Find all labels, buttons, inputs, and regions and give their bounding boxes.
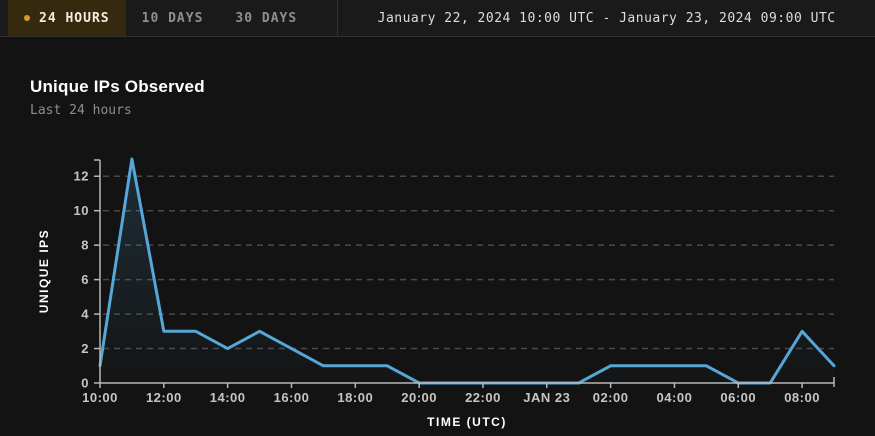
x-tick-label: 12:00 <box>146 390 182 405</box>
topbar-divider <box>337 0 339 36</box>
chart-subtitle: Last 24 hours <box>30 103 132 118</box>
x-tick-label: 10:00 <box>82 390 118 405</box>
x-axis-title: TIME (UTC) <box>427 415 507 429</box>
x-tick-label: 02:00 <box>593 390 629 405</box>
tab-24-hours[interactable]: 24 HOURS <box>8 0 126 36</box>
x-tick-label: 22:00 <box>465 390 501 405</box>
chart-title: Unique IPs Observed <box>30 77 205 96</box>
tab-10-days[interactable]: 10 DAYS <box>126 0 220 36</box>
tab-30-days-label: 30 DAYS <box>235 10 298 26</box>
x-tick-label: 14:00 <box>210 390 246 405</box>
tabs: 24 HOURS 10 DAYS 30 DAYS <box>0 0 313 36</box>
x-tick-label: 18:00 <box>337 390 373 405</box>
tab-10-days-label: 10 DAYS <box>141 10 204 26</box>
x-tick-label: 16:00 <box>274 390 310 405</box>
y-tick-label: 0 <box>81 376 89 391</box>
y-tick-label: 4 <box>81 307 89 322</box>
x-tick-label: 06:00 <box>720 390 756 405</box>
y-tick-label: 8 <box>81 238 89 253</box>
active-tab-dot-icon <box>24 15 30 21</box>
time-range-tab-bar: 24 HOURS 10 DAYS 30 DAYS January 22, 202… <box>0 0 875 37</box>
unique-ips-line-chart: 0 2 4 6 8 10 12 10:00 12:00 14:00 16:00 18:00 20:00 2… <box>37 157 836 429</box>
x-tick-label: 20:00 <box>401 390 437 405</box>
y-tick-label: 12 <box>74 169 89 184</box>
x-tick-label: 08:00 <box>784 390 820 405</box>
y-tick-label: 2 <box>81 341 89 356</box>
x-tick-label: 04:00 <box>657 390 693 405</box>
tab-24-hours-label: 24 HOURS <box>39 10 110 26</box>
chart-area <box>100 159 834 383</box>
y-tick-label: 10 <box>74 203 89 218</box>
y-axis-title: UNIQUE IPS <box>37 229 51 313</box>
tab-30-days[interactable]: 30 DAYS <box>219 0 313 36</box>
y-tick-label: 6 <box>81 272 89 287</box>
x-tick-label: JAN 23 <box>523 390 570 405</box>
date-range-label: January 22, 2024 10:00 UTC - January 23,… <box>377 10 836 26</box>
